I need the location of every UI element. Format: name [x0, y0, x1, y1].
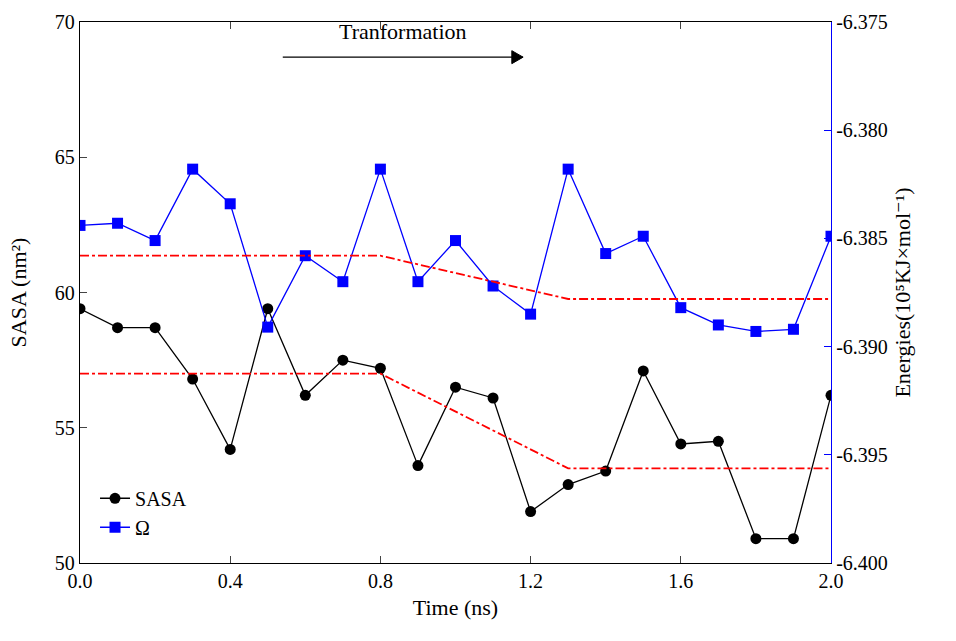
svg-text:-6.395: -6.395: [836, 444, 888, 466]
svg-text:65: 65: [55, 146, 75, 168]
svg-text:SASA: SASA: [135, 488, 187, 510]
svg-text:55: 55: [55, 417, 75, 439]
svg-text:Energies(10⁵KJ×mol⁻¹): Energies(10⁵KJ×mol⁻¹): [890, 187, 915, 397]
svg-text:SASA (nm²): SASA (nm²): [6, 238, 31, 348]
svg-text:0.4: 0.4: [218, 570, 243, 592]
svg-text:-6.385: -6.385: [836, 227, 888, 249]
svg-text:1.2: 1.2: [518, 570, 543, 592]
svg-text:Ω: Ω: [135, 517, 150, 539]
svg-text:60: 60: [55, 282, 75, 304]
svg-text:0.0: 0.0: [68, 570, 93, 592]
svg-text:-6.375: -6.375: [836, 11, 888, 33]
svg-text:1.6: 1.6: [668, 570, 693, 592]
svg-text:0.8: 0.8: [368, 570, 393, 592]
svg-text:-6.380: -6.380: [836, 119, 888, 141]
svg-text:70: 70: [55, 11, 75, 33]
svg-text:-6.400: -6.400: [836, 552, 888, 574]
svg-text:-6.390: -6.390: [836, 336, 888, 358]
svg-text:Time (ns): Time (ns): [413, 595, 498, 620]
svg-text:50: 50: [55, 552, 75, 574]
svg-text:Tranformation: Tranformation: [339, 19, 467, 44]
svg-text:2.0: 2.0: [819, 570, 844, 592]
